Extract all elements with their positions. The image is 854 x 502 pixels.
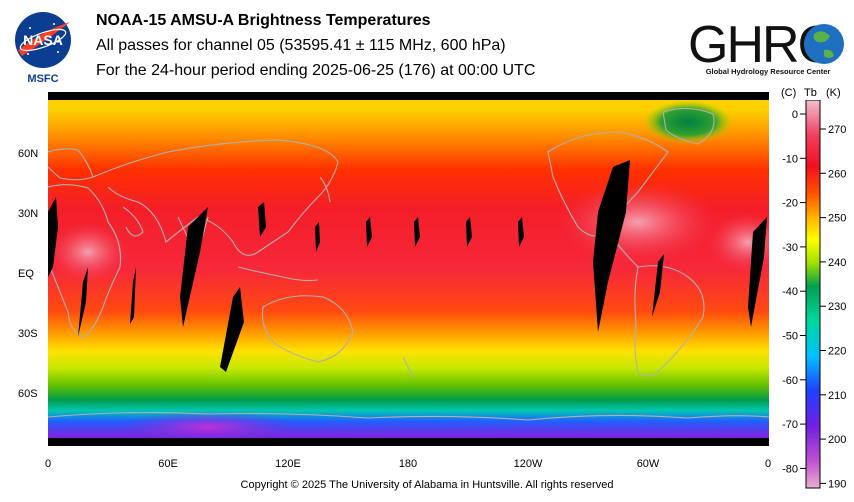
colorbar-label-kelvin: 250 — [828, 213, 846, 225]
ghrc-logo: GHRC Global Hydrology Resource Center — [686, 10, 850, 82]
lat-label-30s: 30S — [18, 328, 38, 340]
colorbar-label-celsius: -40 — [782, 286, 798, 298]
copyright-footer: Copyright © 2025 The University of Alaba… — [240, 479, 614, 491]
warm-anomaly — [48, 222, 128, 282]
colorbar-label-celsius: -80 — [782, 463, 798, 475]
lon-label-180: 180 — [398, 458, 418, 470]
svg-text:NASA: NASA — [23, 32, 63, 48]
colorbar-label-celsius: 0 — [792, 109, 798, 121]
no-data-band — [48, 92, 769, 100]
colorbar-label-celsius: -50 — [782, 331, 798, 343]
colorbar-label-kelvin: 240 — [828, 257, 846, 269]
temperature-field — [48, 92, 769, 446]
lat-label-60s: 60S — [18, 388, 38, 400]
lon-label-60w: 60W — [636, 458, 660, 470]
colorbar-label-celsius: -10 — [782, 153, 798, 165]
colorbar-label-celsius: -70 — [782, 419, 798, 431]
lon-label-60e: 60E — [158, 458, 178, 470]
colorbar-ticks: 0 -10 -20 -30 -40 -50 -60 -70 -80 270 260 250 240 230… — [782, 109, 846, 490]
lon-label-0-end: 0 — [764, 458, 772, 470]
missing-swaths — [48, 160, 767, 372]
lon-label-120e: 120E — [275, 458, 301, 470]
colorbar-label-kelvin: 220 — [828, 346, 846, 358]
nasa-msfc-logo: NASA MSFC — [10, 8, 80, 86]
colorbar-label-kelvin: 200 — [828, 434, 846, 446]
warm-anomaly — [558, 182, 718, 262]
colorbar-unit-kelvin: (K) — [826, 87, 841, 99]
map-subtitle-channel: All passes for channel 05 (53595.41 ± 11… — [96, 37, 506, 54]
colorbar-label-celsius: -60 — [782, 375, 798, 387]
cold-anomaly — [643, 100, 733, 144]
colorbar-label-celsius: -30 — [782, 242, 798, 254]
colorbar-unit-celsius: (C) — [781, 87, 797, 99]
lon-label-120w: 120W — [513, 458, 543, 470]
map-title: NOAA-15 AMSU-A Brightness Temperatures — [96, 12, 431, 29]
colorbar-label-kelvin: 190 — [828, 478, 846, 490]
colorbar-label-kelvin: 270 — [828, 124, 846, 136]
colorbar-label-celsius: -20 — [782, 198, 798, 210]
colorbar: 0 -10 -20 -30 -40 -50 -60 -70 -80 270 260 250 240 230… — [782, 100, 846, 490]
svg-text:MSFC: MSFC — [27, 73, 58, 85]
colorbar-label-kelvin: 230 — [828, 301, 846, 313]
map-subtitle-period: For the 24-hour period ending 2025-06-25… — [96, 62, 536, 79]
lon-label-0: 0 — [44, 458, 52, 470]
svg-text:Global Hydrology Resource Cent: Global Hydrology Resource Center — [706, 67, 831, 76]
coastlines — [48, 107, 769, 421]
colorbar-unit-tb: Tb — [804, 87, 817, 99]
colorbar-gradient — [805, 100, 821, 489]
colorbar-label-kelvin: 210 — [828, 390, 846, 402]
lat-label-eq: EQ — [18, 268, 34, 280]
no-data-band — [48, 438, 769, 446]
cold-anomaly — [118, 411, 298, 443]
lat-label-60n: 60N — [18, 148, 39, 160]
brightness-temperature-map — [48, 92, 769, 446]
colorbar-label-kelvin: 260 — [828, 168, 846, 180]
lat-label-30n: 30N — [18, 208, 39, 220]
